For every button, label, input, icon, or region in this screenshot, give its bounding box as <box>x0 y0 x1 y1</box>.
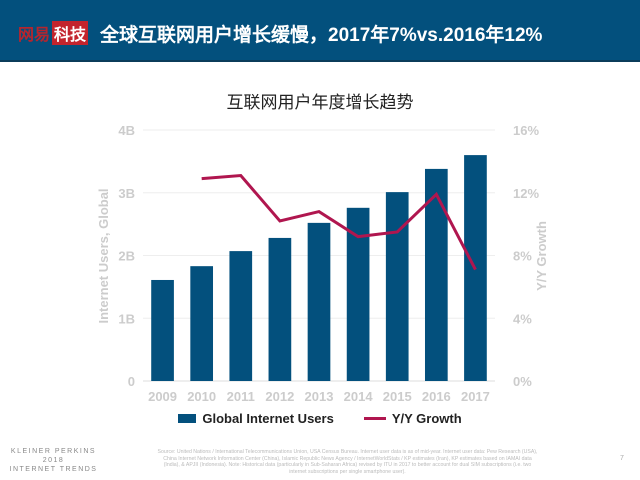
legend-line: Y/Y Growth <box>363 411 462 426</box>
x-tick-label: 2015 <box>383 389 412 404</box>
brand-left: 网易 <box>18 27 51 44</box>
brand-logo: 网易 科技 <box>18 21 89 45</box>
legend-bar-swatch <box>178 414 197 423</box>
logo-line: INTERNET TRENDS <box>9 466 98 473</box>
x-tick-label: 2010 <box>187 389 216 404</box>
y-axis-label: Internet Users, Global <box>96 188 111 323</box>
y-tick-label: 2B <box>118 249 135 264</box>
bar <box>151 279 174 381</box>
y-right-tick-label: 8% <box>513 249 532 264</box>
bar <box>229 251 253 381</box>
y-right-tick-label: 16% <box>513 123 539 138</box>
bar <box>307 222 331 381</box>
bar <box>346 207 370 381</box>
bar <box>424 168 448 381</box>
x-tick-label: 2013 <box>305 389 334 404</box>
y-tick-label: 1B <box>118 311 135 326</box>
y-right-tick-label: 12% <box>513 186 539 201</box>
y-tick-label: 4B <box>118 123 135 138</box>
footer-logo: KLEINER PERKINS 2018 INTERNET TRENDS <box>6 447 101 474</box>
chart-title: 互联网用户年度增长趋势 <box>226 93 414 112</box>
legend-bar-label: Global Internet Users <box>202 411 334 426</box>
x-tick-label: 2009 <box>148 389 177 404</box>
y-tick-label: 0 <box>128 374 135 389</box>
logo-line: 2018 <box>42 457 65 464</box>
logo-line: KLEINER PERKINS <box>10 448 97 455</box>
slide-title: 全球互联网用户增长缓慢，2017年7%vs.2016年12% <box>100 25 543 46</box>
x-tick-label: 2012 <box>265 389 294 404</box>
source-note: Source: United Nations / International T… <box>157 449 538 475</box>
page-number: 7 <box>620 455 624 462</box>
legend-bars: Global Internet Users <box>178 411 334 426</box>
legend-line-swatch <box>363 417 386 420</box>
y-right-tick-label: 4% <box>513 311 532 326</box>
bar <box>190 266 214 381</box>
y-right-axis-label: Y/Y Growth <box>534 221 549 291</box>
growth-line <box>201 173 477 271</box>
y-tick-label: 3B <box>118 186 135 201</box>
legend-line-label: Y/Y Growth <box>391 411 462 426</box>
x-tick-label: 2016 <box>422 389 451 404</box>
bar <box>385 192 409 381</box>
brand-right: 科技 <box>52 21 89 45</box>
bar <box>268 237 292 381</box>
y-right-tick-label: 0% <box>513 374 532 389</box>
x-tick-label: 2011 <box>227 389 255 404</box>
legend: Global Internet Users Y/Y Growth <box>0 411 640 426</box>
x-tick-label: 2014 <box>344 389 374 404</box>
x-tick-label: 2017 <box>461 389 490 404</box>
header-bar: 网易 科技 全球互联网用户增长缓慢，2017年7%vs.2016年12% <box>0 0 640 62</box>
